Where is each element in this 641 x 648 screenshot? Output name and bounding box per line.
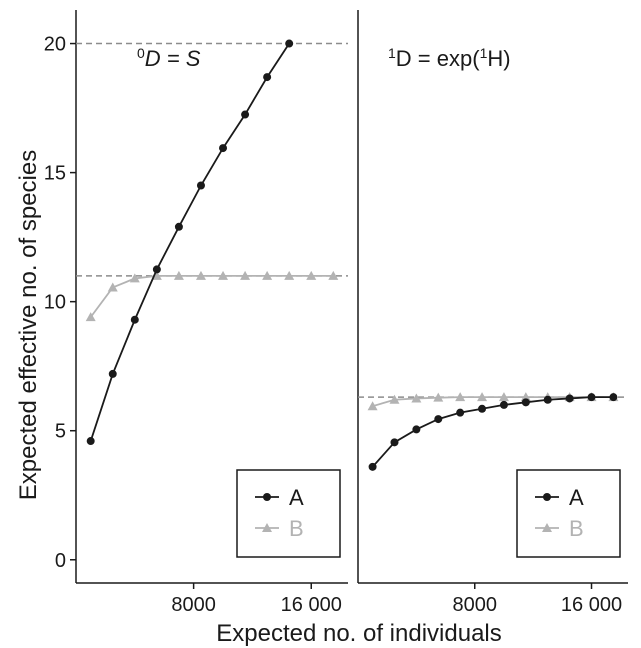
point-b bbox=[85, 312, 96, 322]
point-b bbox=[411, 393, 422, 403]
x-tick-label: 16 000 bbox=[561, 594, 622, 616]
series-line-b bbox=[89, 274, 334, 318]
x-tick-label: 8000 bbox=[453, 594, 498, 616]
point-a bbox=[174, 222, 183, 231]
y-tick-label: 5 bbox=[55, 421, 66, 443]
point-b bbox=[520, 392, 531, 402]
point-b bbox=[195, 270, 206, 280]
point-a bbox=[86, 437, 95, 446]
panel-exp-shannon: 8000 16 000 1D = exp(1H) AB bbox=[357, 10, 628, 616]
point-b bbox=[433, 392, 444, 402]
point-a bbox=[521, 398, 530, 407]
point-a bbox=[543, 395, 552, 404]
point-a bbox=[587, 393, 596, 402]
point-b bbox=[284, 270, 295, 280]
point-a bbox=[263, 73, 272, 82]
point-b bbox=[151, 270, 162, 280]
y-tick-label: 0 bbox=[55, 550, 66, 572]
point-a bbox=[130, 315, 139, 324]
point-b bbox=[218, 270, 229, 280]
legend-label-a: A bbox=[569, 485, 584, 510]
legend-box bbox=[516, 469, 621, 558]
point-a bbox=[285, 39, 294, 48]
point-a bbox=[434, 415, 443, 424]
point-b bbox=[240, 270, 251, 280]
point-a bbox=[499, 400, 508, 409]
point-a bbox=[609, 393, 618, 402]
point-b bbox=[389, 394, 400, 404]
point-b bbox=[328, 270, 339, 280]
point-a bbox=[390, 438, 399, 447]
x-axis-label: Expected no. of individuals bbox=[216, 620, 502, 647]
legend-label-b: B bbox=[569, 516, 584, 541]
point-a bbox=[565, 394, 574, 403]
point-b bbox=[107, 282, 118, 292]
panel-title: 0D = S bbox=[137, 45, 201, 71]
series-line-a bbox=[371, 396, 614, 468]
y-axis-label: Expected effective no. of species bbox=[15, 150, 42, 500]
point-b bbox=[262, 270, 273, 280]
point-b bbox=[498, 392, 509, 402]
panel-species-richness: 0 5 10 15 20 8000 16 000 0D = S AB bbox=[44, 10, 348, 616]
point-b bbox=[306, 270, 317, 280]
legend-box bbox=[236, 469, 341, 558]
legend-marker-a bbox=[263, 493, 271, 501]
point-b bbox=[477, 392, 488, 402]
y-tick-label: 20 bbox=[44, 34, 66, 56]
point-a bbox=[152, 265, 161, 274]
point-b bbox=[173, 270, 184, 280]
point-a bbox=[219, 144, 228, 153]
point-a bbox=[478, 404, 487, 413]
x-tick-label: 16 000 bbox=[281, 594, 342, 616]
legend-marker-b bbox=[262, 523, 272, 532]
point-b bbox=[129, 273, 140, 283]
panel-title: 1D = exp(1H) bbox=[388, 45, 511, 71]
x-tick-label: 8000 bbox=[171, 594, 216, 616]
legend-marker-b bbox=[542, 523, 552, 532]
y-tick-label: 10 bbox=[44, 292, 66, 314]
point-a bbox=[456, 408, 465, 417]
legend-marker-a bbox=[543, 493, 551, 501]
point-b bbox=[455, 392, 466, 402]
point-a bbox=[412, 425, 421, 434]
y-tick-label: 15 bbox=[44, 163, 66, 185]
point-a bbox=[108, 369, 117, 378]
legend-label-b: B bbox=[289, 516, 304, 541]
point-a bbox=[196, 181, 205, 190]
point-b bbox=[367, 401, 378, 411]
point-a bbox=[368, 462, 377, 471]
point-a bbox=[241, 110, 250, 119]
legend-label-a: A bbox=[289, 485, 304, 510]
series-line-a bbox=[89, 43, 290, 442]
